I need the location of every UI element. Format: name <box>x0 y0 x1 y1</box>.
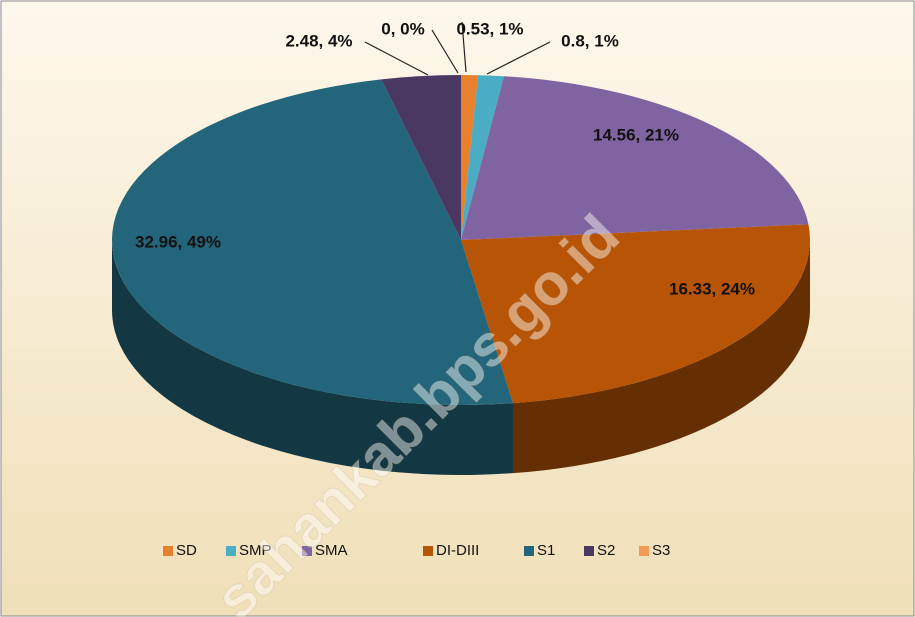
legend-label: S1 <box>537 542 555 559</box>
data-label: 0, 0% <box>381 19 424 38</box>
legend-label: SMA <box>315 542 348 559</box>
pie-slice <box>461 76 809 240</box>
legend-label: S3 <box>652 542 670 559</box>
legend-swatch <box>639 546 649 556</box>
legend-swatch <box>226 546 236 556</box>
data-label: 14.56, 21% <box>593 125 679 144</box>
pie-side <box>512 240 810 474</box>
data-label: 0.53, 1% <box>456 19 523 38</box>
data-label: 32.96, 49% <box>135 232 221 251</box>
legend-label: SMP <box>239 542 272 559</box>
data-label: 0.8, 1% <box>561 31 619 50</box>
pie-slice <box>112 79 513 405</box>
pie-side <box>112 240 513 476</box>
leader-line <box>364 41 429 76</box>
legend-swatch <box>584 546 594 556</box>
pie-slice <box>461 75 479 240</box>
legend-swatch <box>423 546 433 556</box>
leader-line <box>486 41 551 75</box>
leader-line <box>431 29 459 74</box>
pie-slice <box>461 224 810 404</box>
data-label: 2.48, 4% <box>285 31 352 50</box>
pie-slice <box>381 75 461 240</box>
pie-slice <box>461 75 504 241</box>
legend-swatch <box>163 546 173 556</box>
legend-swatch <box>524 546 534 556</box>
legend-label: DI-DIII <box>436 542 479 559</box>
legend-swatch <box>302 546 312 556</box>
data-label: 16.33, 24% <box>669 279 755 298</box>
legend-label: SD <box>176 542 197 559</box>
legend-label: S2 <box>597 542 615 559</box>
leader-line <box>461 21 467 73</box>
